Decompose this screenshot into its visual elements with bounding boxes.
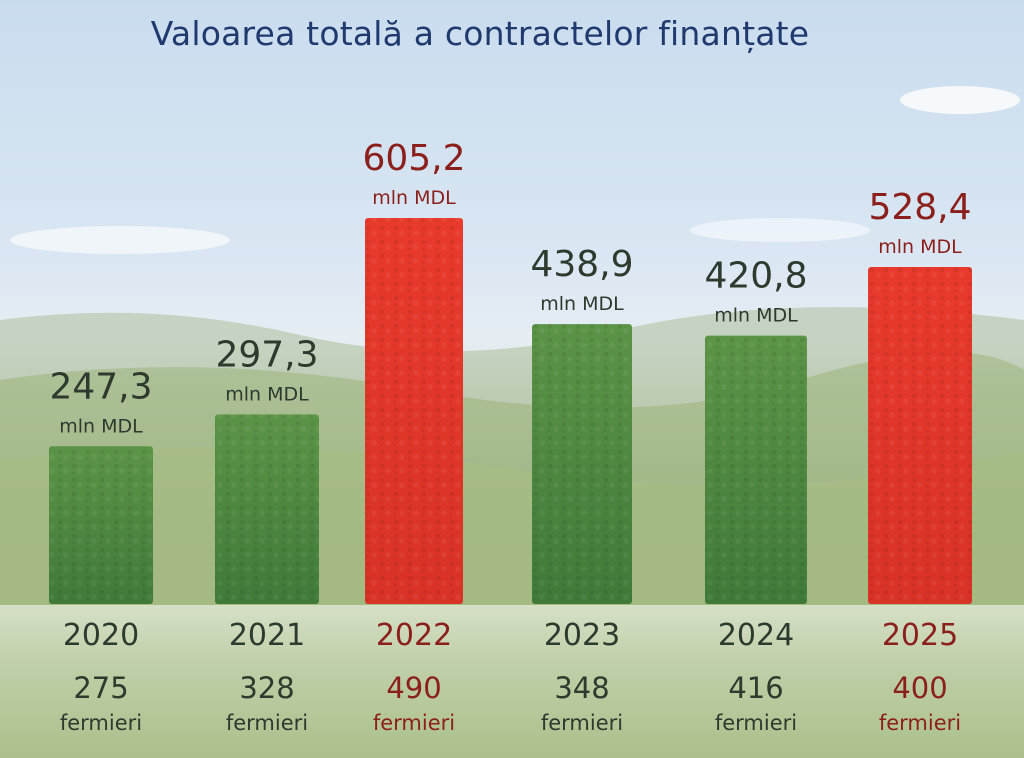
bar-texture-2025	[868, 266, 972, 604]
unit-label: mln MDL	[714, 305, 798, 327]
year-tick-label: 2025	[882, 618, 958, 653]
farmers-count: 400	[892, 671, 947, 705]
value-label: 438,9	[530, 244, 633, 285]
farmers-label: fermieri	[879, 711, 961, 735]
bar-texture-2024	[705, 335, 807, 604]
bar-texture-2022	[365, 218, 463, 604]
farmers-count: 416	[728, 671, 783, 705]
value-label: 420,8	[704, 256, 807, 297]
farmers-count: 275	[73, 671, 128, 705]
unit-label: mln MDL	[540, 293, 624, 315]
year-tick-label: 2024	[718, 618, 794, 653]
unit-label: mln MDL	[225, 383, 309, 405]
value-label: 297,3	[215, 334, 318, 375]
farmers-count: 328	[239, 671, 294, 705]
bar-texture-2021	[215, 414, 319, 604]
value-label: 247,3	[49, 366, 152, 407]
farmers-label: fermieri	[715, 711, 797, 735]
farmers-label: fermieri	[541, 711, 623, 735]
bar-texture-2023	[532, 324, 632, 604]
farmers-label: fermieri	[373, 711, 455, 735]
year-tick-label: 2021	[229, 618, 305, 653]
unit-label: mln MDL	[372, 187, 456, 209]
farmers-label: fermieri	[226, 711, 308, 735]
farmers-count: 490	[386, 671, 441, 705]
chart-title: Valoarea totală a contractelor finanțate	[150, 14, 810, 53]
farmers-count: 348	[554, 671, 609, 705]
unit-label: mln MDL	[878, 236, 962, 258]
value-label: 605,2	[362, 138, 465, 179]
bar-texture-2020	[49, 446, 153, 604]
label-band	[0, 605, 1024, 758]
value-label: 528,4	[868, 187, 971, 228]
year-tick-label: 2023	[544, 618, 620, 653]
farmers-label: fermieri	[60, 711, 142, 735]
year-tick-label: 2022	[376, 618, 452, 653]
unit-label: mln MDL	[59, 415, 143, 437]
year-tick-label: 2020	[63, 618, 139, 653]
